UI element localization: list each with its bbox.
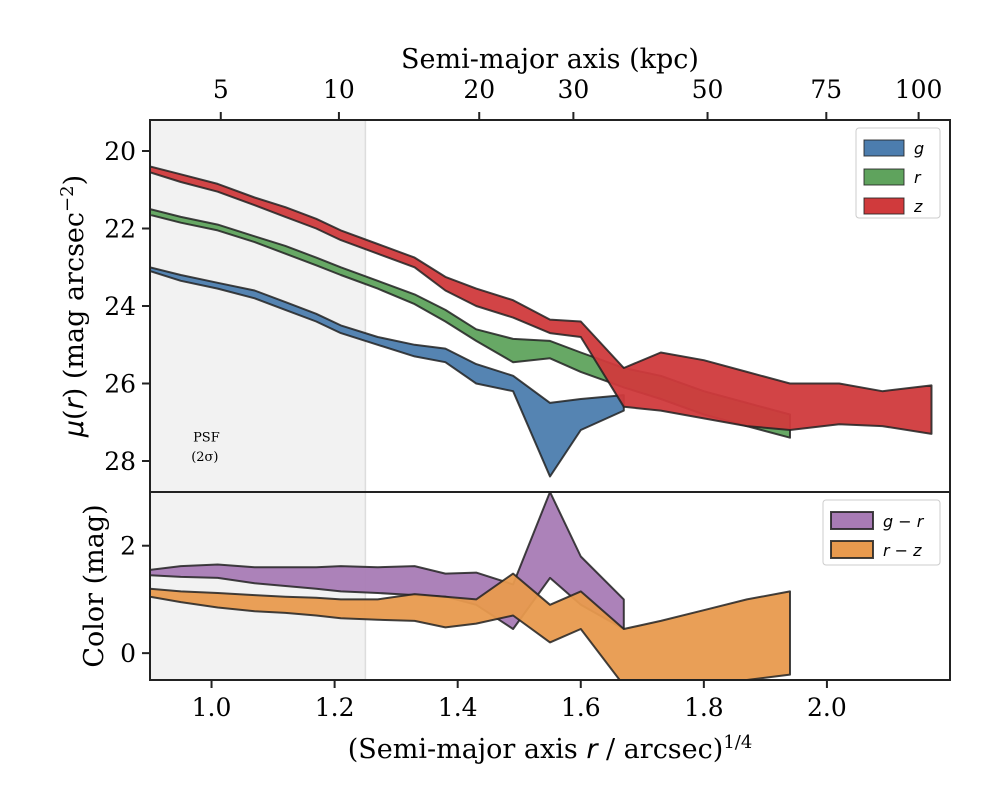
y-tick-label-20: 20 (104, 137, 136, 166)
bottom-panel-frame (149, 491, 951, 681)
color-tick-label-2: 2 (120, 532, 136, 561)
y-tick-label-22: 22 (104, 215, 136, 244)
profile-legend-swatch-g (863, 139, 905, 157)
bottom-y-ticks: 02 (120, 532, 150, 668)
kpc-tick-label-10: 10 (323, 75, 355, 104)
profile-legend-label-r: r (914, 168, 922, 187)
profile-legend-swatch-r (863, 168, 905, 186)
psf-sigma-label: (2σ) (191, 450, 218, 465)
top-y-ticks: 20 22 24 26 28 (104, 137, 150, 476)
color-band-r-z (150, 572, 791, 680)
profile-legend-swatch-z (863, 197, 905, 215)
kpc-tick-label-75: 75 (810, 75, 842, 104)
color-legend-label-g-r: g − r (883, 512, 925, 531)
x-tick-label-1.8: 1.8 (684, 693, 724, 722)
x-tick-label-1.2: 1.2 (315, 693, 355, 722)
y-tick-label-26: 26 (104, 370, 136, 399)
x-tick-label-1.6: 1.6 (561, 693, 601, 722)
kpc-tick-label-50: 50 (692, 75, 724, 104)
x-tick-label-2.0: 2.0 (807, 693, 847, 722)
color-legend-swatch-g-r (830, 511, 874, 530)
kpc-tick-label-5: 5 (213, 75, 229, 104)
profile-legend-label-g: g (914, 139, 924, 158)
surface-brightness-panel: 20 22 24 26 28 5 10 20 30 50 75 100 PSF (2σ) grz S… (57, 44, 951, 493)
profile-band-g (150, 266, 625, 478)
x-axis-label: (Semi-major axis r / arcsec)1/4 (348, 732, 753, 766)
bottom-legend: g − r r − z (822, 499, 941, 566)
color-legend-label-r-z: r − z (883, 541, 922, 560)
kpc-tick-label-30: 30 (557, 75, 589, 104)
x-tick-label-1.0: 1.0 (192, 693, 232, 722)
y-tick-label-28: 28 (104, 447, 136, 476)
color-legend-swatch-r-z (830, 540, 874, 559)
top-axis-label: Semi-major axis (kpc) (401, 44, 699, 75)
x-ticks: 1.0 1.2 1.4 1.6 1.8 2.0 (192, 680, 847, 722)
top-x-ticks-kpc: 5 10 20 30 50 75 100 (213, 75, 943, 120)
x-tick-label-1.4: 1.4 (438, 693, 478, 722)
y-axis-label-mu: μ(r) (mag arcsec−2) (57, 175, 91, 438)
color-bands (150, 492, 791, 680)
kpc-tick-label-100: 100 (895, 75, 943, 104)
psf-label: PSF (193, 431, 220, 446)
top-legend: grz (855, 127, 941, 219)
profile-band-z (150, 165, 933, 435)
kpc-tick-label-20: 20 (463, 75, 495, 104)
y-axis-label-color: Color (mag) (79, 504, 110, 667)
y-tick-label-24: 24 (104, 292, 136, 321)
color-panel: 02 1.0 1.2 1.4 1.6 1.8 2.0 g − rr − z Color (… (79, 491, 951, 766)
color-tick-label-0: 0 (120, 639, 136, 668)
surface-brightness-bands (150, 165, 933, 478)
profile-legend-label-z: z (913, 197, 923, 216)
